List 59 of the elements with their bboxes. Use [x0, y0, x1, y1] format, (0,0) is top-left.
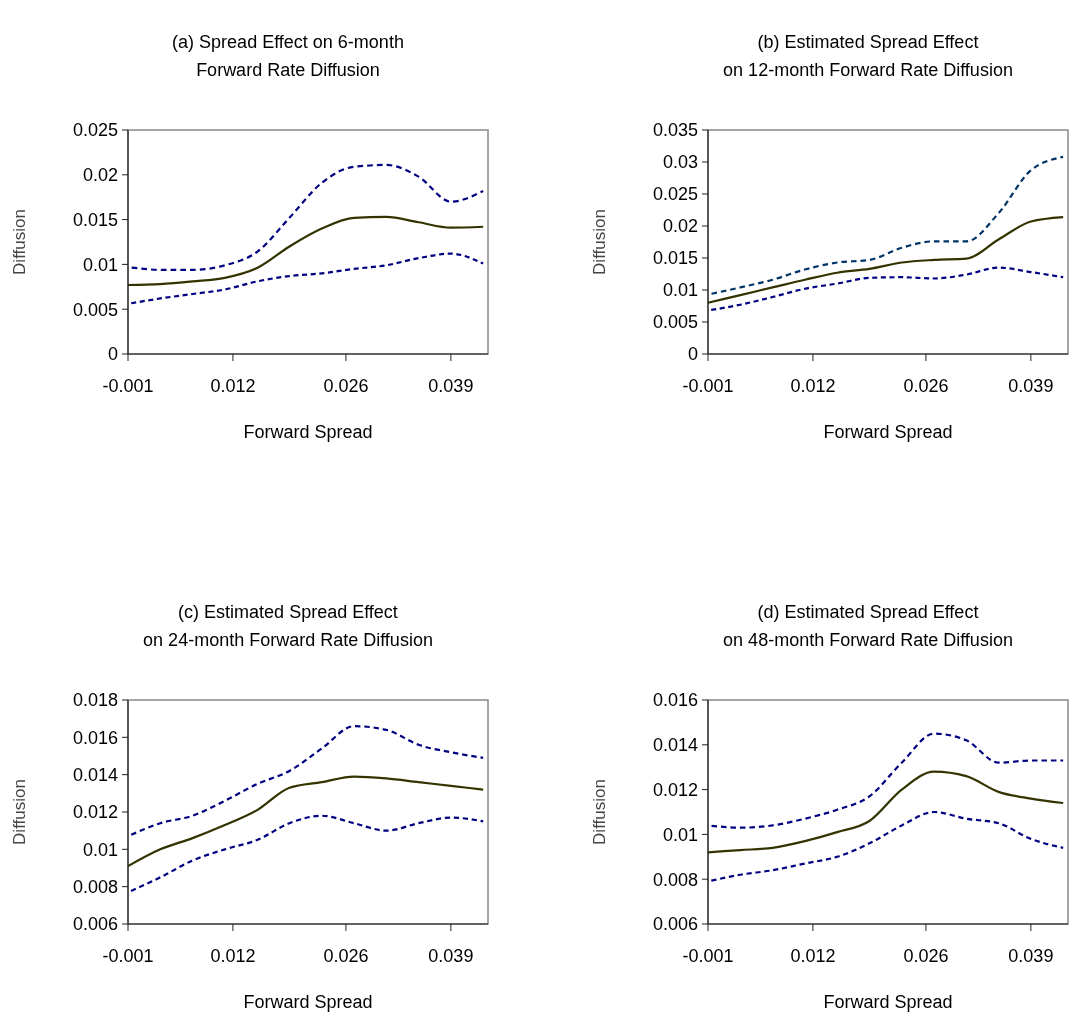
y-tick-label: 0.012: [72, 802, 118, 823]
y-tick-label: 0.02: [82, 165, 118, 186]
x-tick-label: -0.001: [102, 946, 154, 966]
y-tick-label: 0.02: [662, 216, 698, 237]
y-tick-label: 0.015: [72, 209, 118, 230]
x-tick-label: 0.012: [210, 376, 256, 396]
y-axis-title: Diffusion: [590, 209, 609, 275]
y-tick-label: 0.006: [652, 914, 698, 935]
x-tick-label: -0.001: [682, 946, 734, 966]
x-tick-label: 0.039: [428, 376, 474, 396]
y-tick-label: 0.01: [82, 254, 118, 275]
y-tick-label: 0.008: [72, 876, 118, 897]
chart-title: (a) Spread Effect on 6-month Forward Rate Diffusion: [172, 32, 404, 80]
y-tick-label: 0.01: [662, 280, 698, 301]
line-series: [126, 215, 485, 287]
y-tick-label: 0.015: [652, 248, 698, 269]
x-axis-title: Forward Spread: [243, 422, 373, 442]
chart-title: (c) Estimated Spread Effect on 24-month Forward Rate Diffusion: [143, 602, 433, 650]
x-tick-label: 0.039: [428, 946, 474, 966]
x-tick-label: 0.012: [790, 376, 836, 396]
y-tick-label: 0.008: [652, 869, 698, 890]
y-tick-label: 0.025: [72, 120, 118, 141]
line-series: [706, 215, 1065, 304]
y-tick-label: 0.005: [652, 312, 698, 333]
y-tick-label: 0.005: [72, 299, 118, 320]
y-tick-label: 0.01: [662, 824, 698, 845]
x-tick-label: 0.026: [903, 376, 949, 396]
y-tick-label: 0.006: [72, 914, 118, 935]
x-tick-label: 0.026: [323, 376, 369, 396]
x-tick-label: -0.001: [102, 376, 154, 396]
y-tick-label: 0.016: [652, 690, 698, 711]
chart-title: (b) Estimated Spread Effect on 12-month Forward Rate Diffusion: [723, 32, 1013, 80]
x-tick-label: 0.039: [1008, 376, 1054, 396]
x-axis-title: Forward Spread: [823, 422, 953, 442]
y-tick-label: 0.014: [72, 764, 118, 785]
line-series: [126, 775, 485, 868]
x-tick-label: 0.012: [210, 946, 256, 966]
x-axis-title: Forward Spread: [823, 992, 953, 1012]
chart-title: (d) Estimated Spread Effect on 48-month Forward Rate Diffusion: [723, 602, 1013, 650]
y-axis-title: Diffusion: [590, 779, 609, 845]
y-tick-label: 0.035: [652, 120, 698, 141]
x-tick-label: -0.001: [682, 376, 734, 396]
line-series: [706, 770, 1065, 854]
x-tick-label: 0.026: [323, 946, 369, 966]
y-tick-label: 0.01: [82, 839, 118, 860]
y-axis-title: Diffusion: [10, 779, 29, 845]
y-tick-label: 0: [687, 344, 698, 365]
y-axis-title: Diffusion: [10, 209, 29, 275]
x-tick-label: 0.012: [790, 946, 836, 966]
y-tick-label: 0.018: [72, 690, 118, 711]
y-tick-label: 0.014: [652, 735, 698, 756]
y-tick-label: 0.025: [652, 184, 698, 205]
y-tick-label: 0.016: [72, 727, 118, 748]
y-tick-label: 0.03: [662, 152, 698, 173]
x-axis-title: Forward Spread: [243, 992, 373, 1012]
y-tick-label: 0: [107, 344, 118, 365]
x-tick-label: 0.026: [903, 946, 949, 966]
y-tick-label: 0.012: [652, 779, 698, 800]
x-tick-label: 0.039: [1008, 946, 1054, 966]
